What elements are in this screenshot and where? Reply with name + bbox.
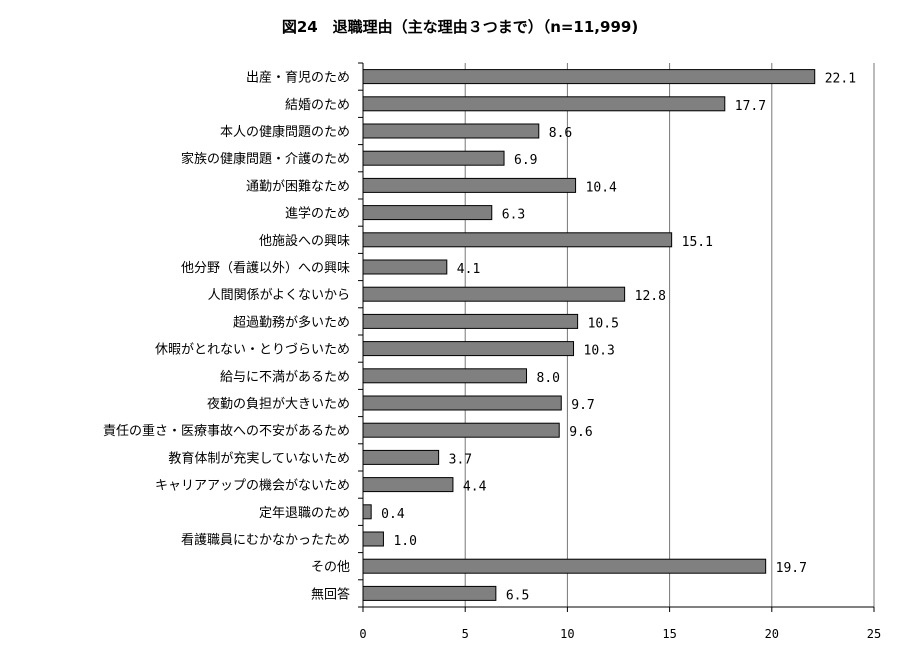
data-label: 22.1: [825, 72, 856, 87]
x-tick-label: 10: [560, 627, 574, 641]
data-label: 8.6: [549, 126, 572, 141]
data-label: 8.0: [537, 371, 560, 386]
data-label: 10.4: [586, 180, 617, 195]
data-label: 12.8: [635, 289, 666, 304]
bar: [362, 368, 528, 384]
data-label: 15.1: [682, 235, 713, 250]
x-tick-label: 0: [359, 627, 366, 641]
bar: [362, 558, 767, 574]
data-label: 10.3: [584, 344, 615, 359]
category-label: 他施設への興味: [259, 233, 350, 249]
category-label: 通勤が困難なため: [246, 179, 350, 194]
data-label: 17.7: [735, 99, 766, 114]
category-label: 夜勤の負担が大きいため: [207, 397, 350, 412]
category-label: 給与に不満があるため: [220, 370, 350, 385]
category-label: 休暇がとれない・とりづらいため: [155, 343, 350, 358]
category-label: 人間関係がよくないから: [208, 288, 350, 303]
data-label: 9.6: [569, 425, 592, 440]
bar: [362, 504, 372, 520]
category-label: 超過勤務が多いため: [233, 314, 350, 330]
bar: [362, 150, 505, 166]
bar: [362, 232, 673, 248]
category-label: 結婚のため: [285, 98, 350, 113]
category-label: その他: [311, 560, 350, 575]
category-label: 定年退職のため: [259, 506, 350, 521]
category-label: 無回答: [311, 586, 350, 602]
data-label: 6.9: [514, 153, 537, 168]
category-label: 責任の重さ・医療事故への不安があるため: [103, 423, 350, 439]
data-label: 0.4: [381, 507, 405, 522]
data-label: 3.7: [449, 452, 472, 467]
category-label: 教育体制が充実していないため: [168, 450, 350, 466]
bar: [362, 313, 579, 329]
data-label: 4.1: [457, 262, 480, 277]
data-label: 6.5: [506, 588, 529, 603]
x-tick-label: 25: [867, 627, 881, 641]
bar: [362, 395, 562, 411]
data-label: 19.7: [776, 561, 807, 576]
data-label: 10.5: [588, 316, 619, 331]
category-label: 看護職員にむかなかったため: [181, 532, 350, 548]
bar: [362, 205, 493, 221]
bar: [362, 69, 816, 85]
data-label: 6.3: [502, 208, 525, 223]
bar: [362, 123, 540, 139]
bar: [362, 449, 440, 465]
data-label: 1.0: [393, 534, 416, 549]
bar: [362, 96, 726, 112]
bar: [362, 531, 384, 547]
chart-title: 図24 退職理由（主な理由３つまで）（n=11,999): [281, 18, 639, 36]
bar: [362, 341, 575, 357]
data-label: 9.7: [571, 398, 594, 413]
bar: [362, 286, 626, 302]
bar: [362, 477, 454, 493]
bar: [362, 259, 448, 275]
bar: [362, 177, 577, 193]
x-tick-label: 20: [765, 627, 779, 641]
category-label: キャリアアップの機会がないため: [155, 479, 350, 494]
data-label: 4.4: [463, 480, 487, 495]
category-label: 他分野（看護以外）への興味: [181, 260, 350, 276]
x-tick-label: 5: [462, 627, 469, 641]
x-tick-label: 15: [662, 627, 676, 641]
category-label: 家族の健康問題・介護のため: [181, 151, 350, 167]
bar: [362, 422, 560, 438]
category-label: 進学のため: [285, 206, 350, 222]
bar: [362, 585, 497, 601]
category-label: 出産・育児のため: [246, 70, 350, 86]
category-label: 本人の健康問題のため: [220, 124, 350, 140]
